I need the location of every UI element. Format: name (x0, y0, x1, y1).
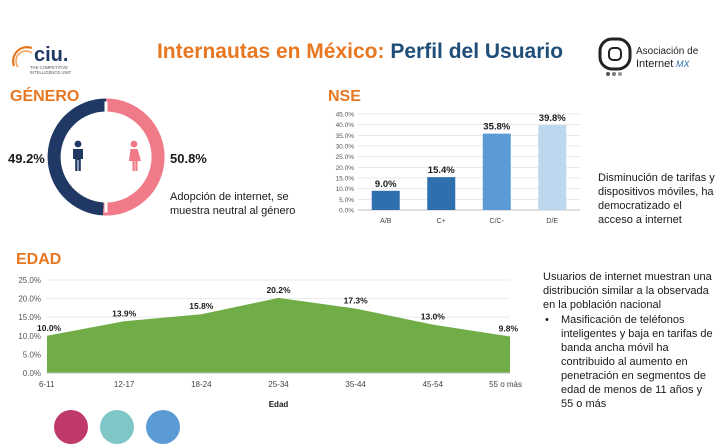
nse-bar (482, 133, 511, 210)
nse-ytick-label: 20.0% (336, 165, 355, 172)
edad-category-label: 18-24 (191, 380, 212, 389)
edad-point-label: 15.8% (189, 301, 214, 311)
edad-ytick-label: 10.0% (18, 332, 41, 341)
nse-ytick-label: 0.0% (339, 208, 354, 215)
nse-ytick-label: 10.0% (336, 186, 355, 193)
nse-bar-label: 35.8% (483, 122, 510, 133)
nse-ytick-label: 25.0% (336, 154, 355, 161)
edad-heading: EDAD (16, 251, 62, 268)
title-part-2: Perfil del Usuario (390, 40, 564, 63)
decor-circle-magenta (54, 410, 88, 444)
edad-point-label: 20.2% (266, 285, 291, 295)
edad-point-label: 10.0% (37, 323, 62, 333)
gender-label-mujeres: 50.8% (170, 151, 207, 166)
gender-heading: GÉNERO (10, 88, 80, 105)
asociacion-internet-logo: Asociación de Internet MX (598, 37, 699, 76)
title-part-1: Internautas en México: (156, 40, 385, 63)
page-title: Internautas en México: Perfil del Usuari… (0, 40, 720, 64)
ciu-logo: ciu. THE COMPETITIVE INTELLIGENCE UNIT (12, 44, 72, 75)
male-icon (73, 140, 83, 171)
donut-slice-mujeres (103, 98, 165, 216)
edad-category-label: 45-54 (423, 380, 444, 389)
nse-category-label: A/B (380, 218, 392, 225)
decor-circle-blue (146, 410, 180, 444)
nse-bar-label: 15.4% (428, 165, 455, 176)
asociacion-logo-line1: Asociación de (636, 46, 699, 57)
nse-bar (538, 125, 567, 210)
nse-bar-label: 9.0% (375, 179, 397, 190)
edad-note-intro: Usuarios de internet muestran una distri… (543, 271, 712, 311)
edad-ytick-label: 25.0% (18, 276, 41, 285)
gender-label-hombres: 49.2% (8, 151, 45, 166)
nse-heading: NSE (328, 88, 361, 105)
nse-ytick-label: 5.0% (339, 197, 354, 204)
edad-category-label: 25-34 (268, 380, 289, 389)
nse-ytick-label: 30.0% (336, 144, 355, 151)
nse-ytick-label: 45.0% (336, 112, 355, 119)
edad-category-label: 6-11 (39, 380, 55, 389)
edad-bullet-text: Masificación de teléfonos inteligentes y… (561, 314, 713, 410)
nse-ytick-label: 35.0% (336, 133, 355, 140)
edad-ytick-label: 20.0% (18, 295, 41, 304)
edad-ytick-label: 5.0% (23, 350, 41, 359)
edad-chart: 0.0%5.0%10.0%15.0%20.0%25.0%10.0%6-1113.… (18, 276, 522, 409)
nse-chart: 0.0% 5.0% 10.0% 15.0% 20.0% 25.0% 30.0% 35.0% 40… (336, 112, 580, 225)
edad-point-label: 13.9% (112, 308, 137, 318)
nse-bar (371, 190, 400, 210)
edad-category-label: 12-17 (114, 380, 135, 389)
edad-x-axis-title: Edad (269, 400, 289, 409)
nse-category-label: C+ (437, 218, 446, 225)
nse-ytick-label: 15.0% (336, 176, 355, 183)
ciu-logo-sub2: INTELLIGENCE UNIT (30, 70, 72, 75)
nse-bar-label: 39.8% (539, 113, 566, 124)
asociacion-logo-line2: Internet (636, 58, 673, 70)
gender-note: Adopción de internet, se muestra neutral… (170, 191, 296, 217)
edad-category-label: 55 o más (489, 380, 522, 389)
nse-ytick-label: 40.0% (336, 122, 355, 129)
female-icon (129, 140, 141, 171)
edad-ytick-label: 15.0% (18, 313, 41, 322)
nse-category-label: D/E (546, 218, 558, 225)
nse-note: Disminución de tarifas y dispositivos mó… (598, 172, 715, 226)
asociacion-logo-mx: MX (676, 59, 690, 69)
edad-bullet-item: • Masificación de teléfonos inteligentes… (543, 313, 715, 411)
edad-category-label: 35-44 (345, 380, 366, 389)
gender-chart: 49.2% 50.8% (8, 98, 207, 216)
donut-slice-hombres (47, 98, 107, 216)
edad-point-label: 13.0% (421, 312, 446, 322)
decor-circle-teal (100, 410, 134, 444)
nse-bar (427, 177, 456, 210)
edad-ytick-label: 0.0% (23, 369, 41, 378)
edad-point-label: 17.3% (344, 296, 369, 306)
edad-area (47, 297, 510, 373)
ciu-logo-text: ciu. (34, 44, 68, 66)
bullet-dot-icon: • (545, 314, 549, 326)
nse-category-label: C/C- (490, 218, 505, 225)
ciu-logo-sub1: THE COMPETITIVE (30, 65, 68, 70)
edad-point-label: 9.8% (499, 324, 519, 334)
